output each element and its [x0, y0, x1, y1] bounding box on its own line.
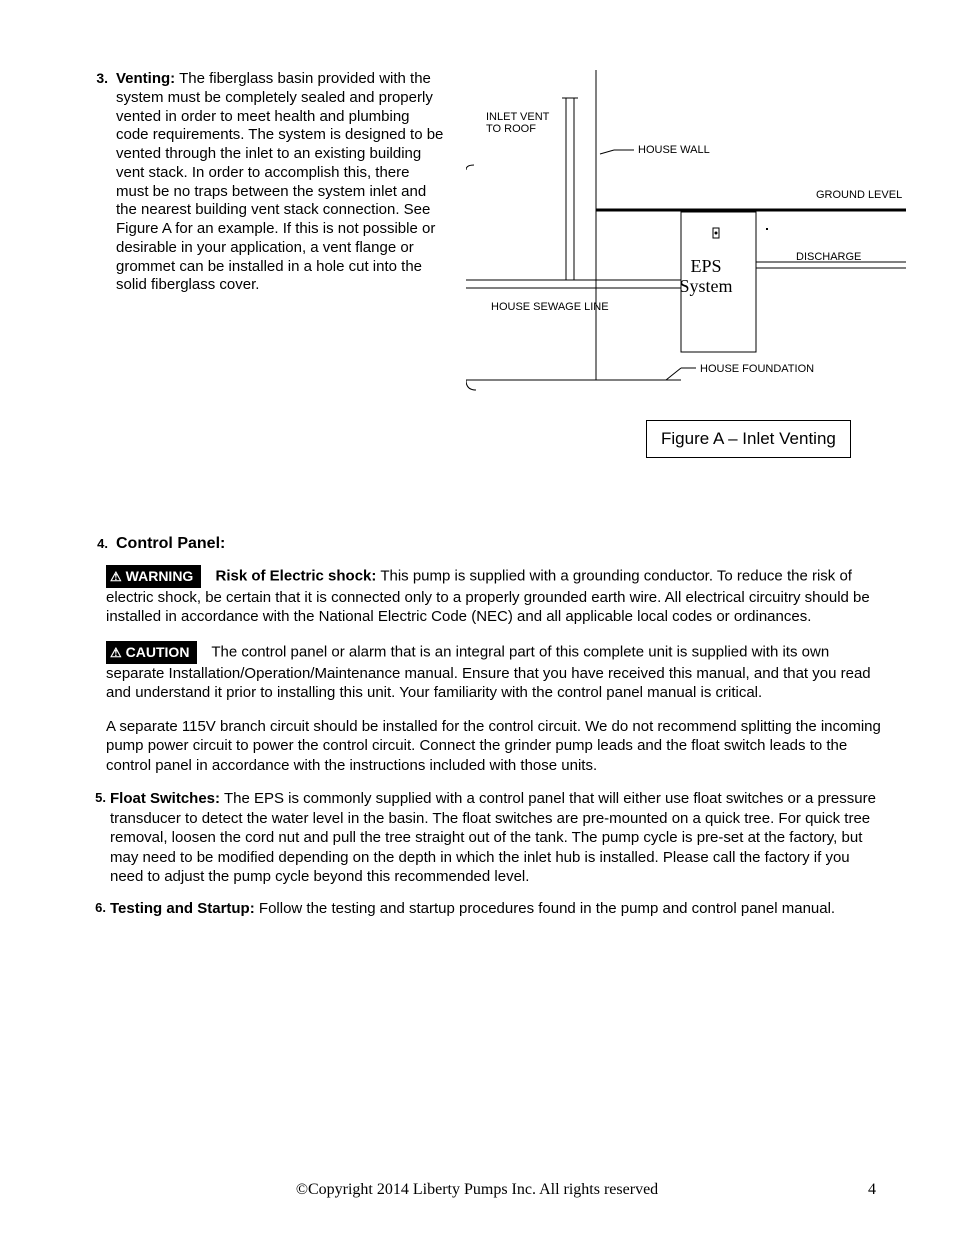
caution-paragraph: ⚠CAUTION The control panel or alarm that… [106, 641, 886, 703]
item-3-number: 3. [80, 70, 116, 86]
label-ground-level: GROUND LEVEL [816, 189, 902, 201]
footer-page-number: 4 [868, 1181, 876, 1199]
warning-badge-text: WARNING [126, 568, 194, 584]
label-inlet-vent-2: TO ROOF [486, 123, 536, 135]
warning-badge: ⚠WARNING [106, 565, 201, 588]
figure-a-caption: Figure A – Inlet Venting [646, 420, 851, 458]
item-4-heading-row: 4. Control Panel: [80, 535, 886, 553]
item-6-heading: Testing and Startup: [110, 900, 255, 917]
label-house-foundation: HOUSE FOUNDATION [700, 363, 814, 375]
item-6-row: 6. Testing and Startup: Follow the testi… [80, 899, 886, 919]
caution-triangle-icon: ⚠ [110, 645, 122, 662]
label-discharge: DISCHARGE [796, 251, 861, 263]
item-6-number: 6. [80, 899, 110, 915]
item-6-text: Follow the testing and startup procedure… [259, 900, 835, 917]
caution-text: The control panel or alarm that is an in… [106, 643, 871, 701]
item-4-number: 4. [80, 536, 116, 551]
figure-a-svg: INLET VENT TO ROOF HOUSE WALL GROUND LEV… [466, 70, 906, 410]
figure-a: INLET VENT TO ROOF HOUSE WALL GROUND LEV… [446, 70, 906, 415]
label-house-sewage: HOUSE SEWAGE LINE [491, 301, 609, 313]
item-5-number: 5. [80, 789, 110, 805]
label-house-wall: HOUSE WALL [638, 144, 710, 156]
label-inlet-vent-1: INLET VENT [486, 111, 550, 123]
item-5-text: The EPS is commonly supplied with a cont… [110, 790, 876, 885]
warning-paragraph: ⚠WARNING Risk of Electric shock: This pu… [106, 565, 886, 627]
item-6-body: Testing and Startup: Follow the testing … [110, 899, 886, 919]
warning-bold: Risk of Electric shock: [216, 567, 377, 584]
item-5-heading: Float Switches: [110, 790, 220, 807]
item-3-body: Venting: The fiberglass basin provided w… [116, 70, 446, 295]
page: 3. Venting: The fiberglass basin provide… [0, 0, 954, 1235]
item-4: 4. Control Panel: ⚠WARNING Risk of Elect… [80, 535, 886, 775]
label-eps-2: System [679, 276, 732, 296]
item-3-heading: Venting: [116, 70, 175, 87]
caution-badge: ⚠CAUTION [106, 641, 197, 664]
caution-badge-text: CAUTION [126, 644, 190, 660]
item-3-text: The fiberglass basin provided with the s… [116, 70, 443, 293]
item-4-heading: Control Panel: [116, 535, 225, 553]
item-5-body: Float Switches: The EPS is commonly supp… [110, 789, 886, 887]
item-3-row: 3. Venting: The fiberglass basin provide… [80, 70, 886, 415]
item-5-row: 5. Float Switches: The EPS is commonly s… [80, 789, 886, 887]
label-eps-1: EPS [690, 256, 721, 276]
branch-circuit-paragraph: A separate 115V branch circuit should be… [106, 717, 886, 776]
warning-triangle-icon: ⚠ [110, 569, 122, 586]
footer-copyright: ©Copyright 2014 Liberty Pumps Inc. All r… [0, 1181, 954, 1199]
